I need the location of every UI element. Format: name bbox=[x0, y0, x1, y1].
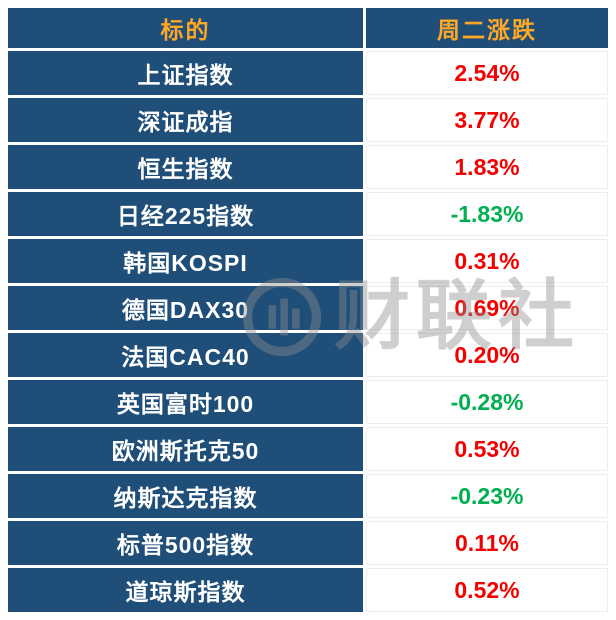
change-value-cell: 2.54% bbox=[366, 51, 608, 95]
change-value-cell: 0.52% bbox=[366, 568, 608, 612]
index-label-cell: 恒生指数 bbox=[8, 145, 363, 189]
index-change-table: 标的 周二涨跌 上证指数 2.54% 深证成指 3.77% 恒生指数 1.83% 日经225… bbox=[8, 8, 608, 612]
change-value-cell: 3.77% bbox=[366, 98, 608, 142]
change-value-cell: -0.23% bbox=[366, 474, 608, 518]
change-value-cell: -0.28% bbox=[366, 380, 608, 424]
index-label-cell: 道琼斯指数 bbox=[8, 568, 363, 612]
index-label-cell: 欧洲斯托克50 bbox=[8, 427, 363, 471]
header-target: 标的 bbox=[8, 8, 363, 48]
change-value-cell: 0.69% bbox=[366, 286, 608, 330]
change-value-cell: 0.53% bbox=[366, 427, 608, 471]
index-label-cell: 德国DAX30 bbox=[8, 286, 363, 330]
change-value-cell: 0.31% bbox=[366, 239, 608, 283]
change-value-cell: -1.83% bbox=[366, 192, 608, 236]
change-value-cell: 1.83% bbox=[366, 145, 608, 189]
index-label-cell: 英国富时100 bbox=[8, 380, 363, 424]
index-label-cell: 纳斯达克指数 bbox=[8, 474, 363, 518]
index-label-cell: 深证成指 bbox=[8, 98, 363, 142]
change-value-cell: 0.11% bbox=[366, 521, 608, 565]
index-label-cell: 上证指数 bbox=[8, 51, 363, 95]
index-label-cell: 韩国KOSPI bbox=[8, 239, 363, 283]
index-label-cell: 法国CAC40 bbox=[8, 333, 363, 377]
header-tuesday-change: 周二涨跌 bbox=[366, 8, 608, 48]
index-label-cell: 标普500指数 bbox=[8, 521, 363, 565]
change-value-cell: 0.20% bbox=[366, 333, 608, 377]
index-label-cell: 日经225指数 bbox=[8, 192, 363, 236]
